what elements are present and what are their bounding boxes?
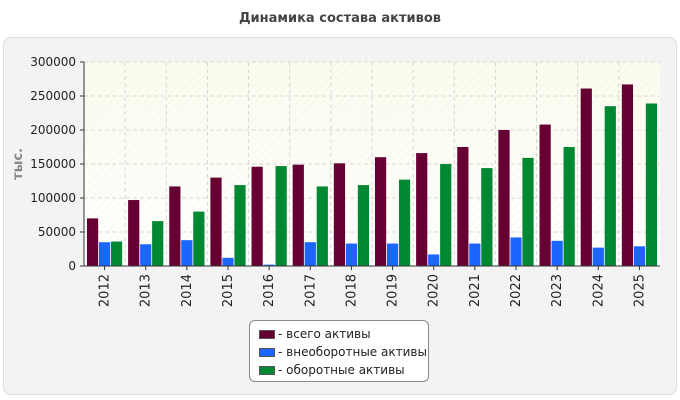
y-tick-label: 50000 [38,225,76,239]
bar [316,186,328,266]
y-tick-label: 250000 [30,89,76,103]
bar [633,246,646,266]
y-tick-label: 300000 [30,55,76,69]
bar [140,244,152,266]
bar [169,186,181,266]
legend-swatch-total-assets [259,329,275,339]
legend-label-total-assets: - всего активы [278,327,371,341]
x-tick-label: 2012 [98,274,113,307]
bar [333,163,346,266]
x-tick-label: 2021 [468,274,483,307]
bar [563,147,575,266]
bar [539,124,551,266]
bar [98,242,111,266]
x-tick-label: 2016 [262,274,277,307]
chart-legend: - всего активы - внеоборотные активы - о… [249,320,429,382]
bar [193,211,205,266]
chart-title: Динамика состава активов [238,11,442,26]
legend-swatch-current-assets [259,365,275,375]
legend-label-current-assets: - оборотные активы [278,363,405,377]
bar [304,242,316,266]
bar [604,106,616,266]
bar [469,243,481,266]
x-tick-label: 2024 [591,274,606,307]
y-tick-label: 100000 [30,191,76,205]
x-tick-label: 2015 [221,274,236,307]
x-tick-label: 2014 [180,274,195,307]
y-tick-label: 200000 [30,123,76,137]
bar [592,247,604,266]
bar [222,257,234,266]
bar [398,179,411,266]
bar [645,103,658,266]
bar [457,147,469,266]
bar [498,130,510,266]
x-tick-label: 2017 [303,274,318,307]
bar [428,254,440,266]
x-tick-label: 2013 [139,274,154,307]
x-tick-label: 2020 [427,274,442,307]
bar [86,218,99,266]
legend-swatch-noncurrent-assets [259,347,275,357]
bar [251,166,263,266]
legend-item-current-assets: - оборотные активы [259,361,428,379]
bar [128,200,140,266]
bar [292,164,304,266]
bar [386,243,399,266]
y-tick-label: 150000 [30,157,76,171]
x-tick-label: 2018 [344,274,359,307]
y-tick-label: 0 [68,259,76,273]
legend-item-total-assets: - всего активы [259,325,428,343]
legend-label-noncurrent-assets: - внеоборотные активы [278,345,427,359]
bar [416,153,428,266]
bar [152,221,164,266]
bar [110,241,123,266]
bar [181,240,193,266]
bar [621,84,634,266]
bar [345,243,358,266]
bar [374,157,387,266]
x-tick-label: 2019 [386,274,401,307]
bar [440,164,452,266]
bar [522,157,534,266]
x-tick-label: 2023 [550,274,565,307]
y-axis-title: тыс. [11,148,26,180]
x-tick-label: 2022 [509,274,524,307]
bar [481,168,493,266]
bar [357,185,370,266]
bar [580,88,592,267]
bar [210,177,222,266]
legend-item-noncurrent-assets: - внеоборотные активы [259,343,428,361]
bar [551,240,563,266]
bar [510,237,522,266]
x-tick-label: 2025 [632,274,647,307]
bar [275,166,287,266]
bar [234,185,246,266]
bar [263,264,275,266]
